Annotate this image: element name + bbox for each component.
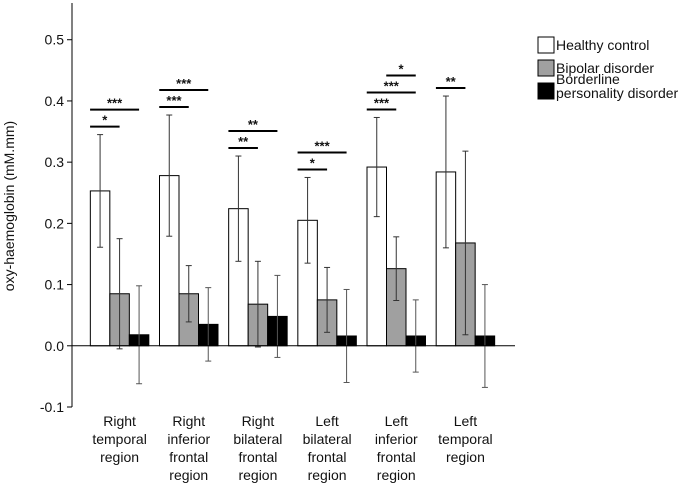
y-axis-label: oxy-haemoglobin (mM.mm) xyxy=(1,121,17,291)
error-bar xyxy=(116,238,123,350)
significance: * xyxy=(90,113,120,128)
significance: *** xyxy=(366,95,397,111)
significance-label: *** xyxy=(314,138,330,153)
error-bar xyxy=(373,116,380,218)
error-bar xyxy=(185,265,192,323)
x-tick-label: Right temporal region xyxy=(92,413,146,465)
significance-label: *** xyxy=(374,95,390,110)
y-tick-label: 0.5 xyxy=(45,32,65,48)
error-bar xyxy=(304,176,311,264)
y-tick-label: 0.0 xyxy=(45,338,65,354)
legend-item: Bipolar disorder xyxy=(537,59,654,77)
x-tick-label: Left temporal region xyxy=(438,413,492,465)
significance: * xyxy=(297,155,328,171)
significance-label: * xyxy=(102,113,108,128)
error-bar xyxy=(481,284,488,388)
significance-label: *** xyxy=(384,78,400,93)
x-tick-label: Left bilateral frontal region xyxy=(303,413,352,483)
error-bar xyxy=(136,285,143,385)
y-tick-label: 0.1 xyxy=(45,277,65,293)
error-bar xyxy=(97,134,104,248)
significance-label: ** xyxy=(238,134,249,149)
error-bar xyxy=(274,274,281,358)
legend-label: Borderline personality disorder xyxy=(556,71,679,101)
error-bar xyxy=(205,287,212,362)
legend-swatch xyxy=(537,36,555,54)
y-tick-label: -0.1 xyxy=(40,399,64,415)
legend-item: Borderline personality disorder xyxy=(537,71,679,101)
legend-swatch xyxy=(537,59,555,77)
y-tick-label: 0.4 xyxy=(45,93,65,109)
significance: * xyxy=(386,61,416,77)
error-bar xyxy=(393,236,400,301)
significance-label: *** xyxy=(107,96,123,111)
y-tick-label: 0.2 xyxy=(45,215,65,231)
error-bar xyxy=(235,155,242,262)
error-bar xyxy=(442,95,449,249)
significance: *** xyxy=(366,78,416,94)
error-bar xyxy=(343,288,350,384)
significance-label: ** xyxy=(446,74,457,89)
legend-label: Bipolar disorder xyxy=(556,60,654,76)
significance-label: * xyxy=(398,61,404,76)
error-bar xyxy=(254,260,261,348)
y-tick-label: 0.3 xyxy=(45,154,65,170)
error-bar xyxy=(166,114,173,237)
legend-swatch xyxy=(537,82,555,100)
significance: *** xyxy=(159,93,189,109)
error-bar xyxy=(462,150,469,336)
significance: *** xyxy=(297,138,347,154)
error-bar xyxy=(412,299,419,373)
significance-label: *** xyxy=(176,76,192,91)
significance: ** xyxy=(228,117,278,133)
legend-item: Healthy control xyxy=(537,36,649,54)
error-bar xyxy=(324,266,331,333)
x-tick-label: Left inferior frontal region xyxy=(375,413,418,483)
significance-label: * xyxy=(310,155,316,170)
x-tick-label: Right bilateral frontal region xyxy=(233,413,282,483)
legend-label: Healthy control xyxy=(556,37,649,53)
x-tick-label: Right inferior frontal region xyxy=(167,413,210,483)
significance-label: *** xyxy=(166,93,182,108)
significance: *** xyxy=(90,96,140,111)
significance-label: ** xyxy=(248,117,259,132)
significance: ** xyxy=(228,134,258,150)
significance: ** xyxy=(435,74,466,90)
significance: *** xyxy=(159,76,209,92)
